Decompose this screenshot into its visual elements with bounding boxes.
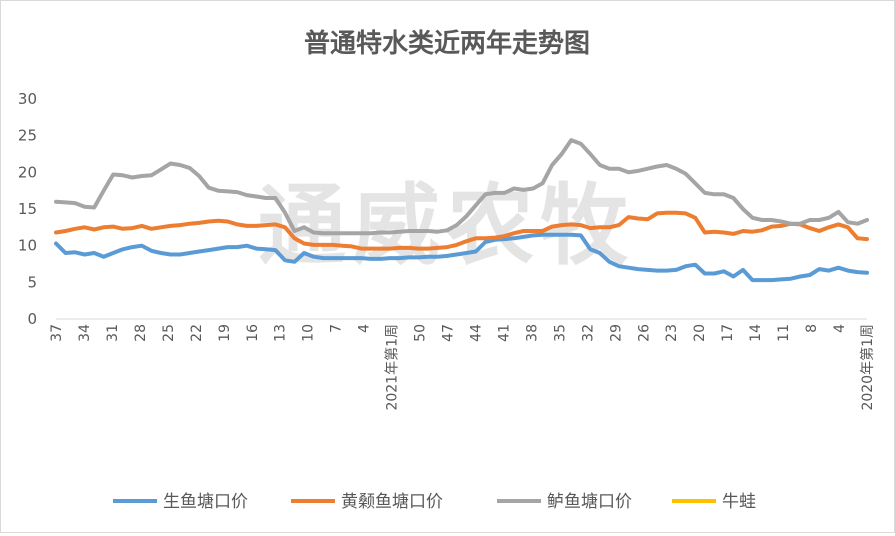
x-tick-label: 47 (441, 324, 457, 342)
x-tick-label: 25 (161, 324, 177, 342)
x-tick-label: 20 (692, 324, 708, 342)
series-line-2 (54, 138, 869, 236)
x-tick-label: 13 (273, 324, 289, 342)
x-tick-label: 50 (413, 324, 429, 342)
x-tick-label: 16 (245, 324, 261, 342)
legend-label: 生鱼塘口价 (163, 492, 248, 512)
x-tick-label: 23 (664, 324, 680, 342)
x-tick-label: 2020年第1周 (859, 324, 876, 411)
x-tick-label: 26 (636, 324, 652, 342)
x-tick-label: 31 (105, 324, 121, 342)
legend-label: 牛蛙 (722, 492, 756, 512)
legend: 生鱼塘口价 黄颡鱼塘口价 鲈鱼塘口价 牛蛙 (113, 492, 756, 512)
x-tick-label: 19 (217, 324, 233, 342)
y-tick-label: 5 (27, 273, 37, 291)
y-tick-label: 30 (18, 90, 37, 108)
x-tick-label: 4 (357, 324, 373, 333)
x-tick-label: 37 (49, 324, 65, 342)
y-tick-label: 15 (18, 200, 37, 218)
series-line-1 (54, 210, 869, 251)
x-tick-label: 41 (496, 324, 512, 342)
chart-title: 普通特水类近两年走势图 (304, 28, 590, 59)
legend-label: 黄颡鱼塘口价 (341, 492, 443, 512)
x-tick-label: 8 (804, 324, 820, 333)
x-axis: 37 34 31 28 25 22 19 16 13 10 7 4 2021年第1周 50 47 44 41 38… (49, 318, 876, 411)
x-tick-label: 7 (329, 324, 345, 333)
series-layer (54, 138, 869, 283)
series-line-0 (54, 232, 869, 283)
x-tick-label: 38 (524, 324, 540, 342)
x-tick-label: 11 (776, 324, 792, 342)
y-tick-label: 25 (18, 127, 37, 145)
x-tick-label: 29 (608, 324, 624, 342)
y-tick-label: 20 (18, 163, 37, 181)
x-tick-label: 4 (832, 324, 848, 333)
x-tick-label: 34 (77, 324, 93, 342)
x-tick-label: 22 (189, 324, 205, 342)
x-tick-label: 35 (552, 324, 568, 342)
y-axis: 0 5 10 15 20 25 30 (18, 90, 37, 328)
x-tick-label: 28 (133, 324, 149, 342)
x-tick-label: 2021年第1周 (384, 324, 401, 411)
y-tick-label: 0 (27, 310, 37, 328)
x-tick-label: 32 (580, 324, 596, 342)
legend-label: 鲈鱼塘口价 (547, 492, 632, 512)
x-tick-label: 10 (301, 324, 317, 342)
x-tick-label: 17 (720, 324, 736, 342)
y-tick-label: 10 (18, 237, 37, 255)
x-tick-label: 44 (468, 324, 484, 342)
x-tick-label: 14 (748, 324, 764, 342)
